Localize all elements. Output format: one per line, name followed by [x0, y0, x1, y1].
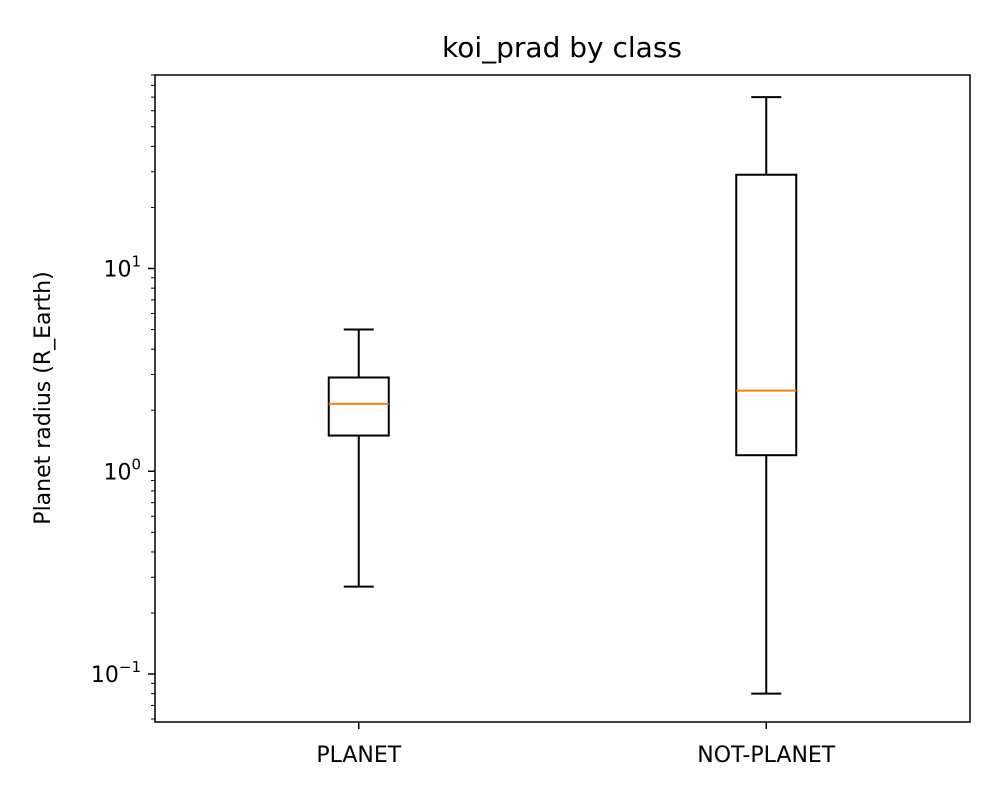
axes-frame — [154, 74, 971, 723]
box-iqr — [327, 376, 390, 437]
y-tick-label-base: 10 — [91, 663, 119, 688]
y-axis-label: Planet radius (R_Earth) — [31, 271, 56, 524]
y-tick-label: 101 — [103, 252, 141, 282]
chart-title: koi_prad by class — [442, 31, 682, 64]
y-tick-label-exponent: 1 — [131, 252, 141, 270]
x-tick-label: PLANET — [316, 743, 401, 768]
y-tick-label: 100 — [103, 455, 141, 485]
y-tick-label-base: 10 — [103, 460, 131, 485]
x-tick-label: NOT-PLANET — [697, 743, 836, 768]
y-tick-label-exponent: 0 — [131, 455, 141, 473]
y-tick-label-exponent: −1 — [119, 658, 141, 676]
y-tick-label: 10−1 — [91, 658, 141, 688]
box-iqr — [735, 173, 798, 457]
y-tick-label-base: 10 — [103, 257, 131, 282]
